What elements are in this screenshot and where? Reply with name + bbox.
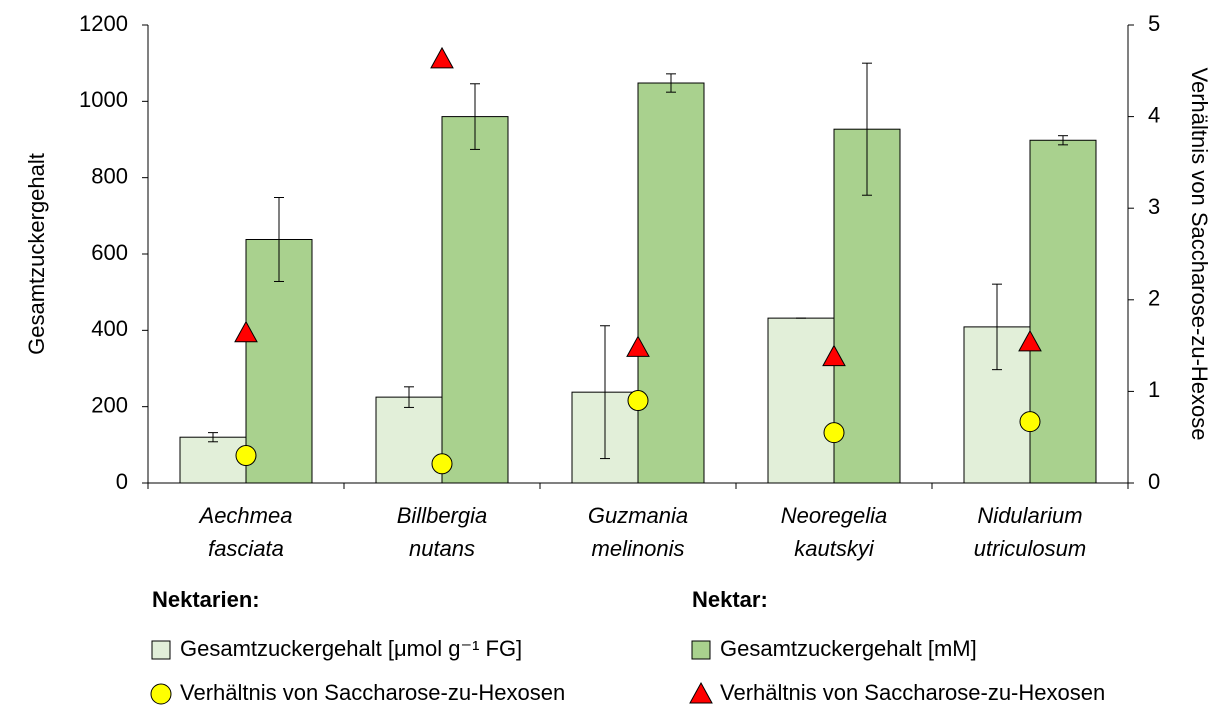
x-tick-label-line: Nidularium	[977, 503, 1082, 528]
error-bar	[1058, 135, 1068, 146]
x-tick-label-line: kautskyi	[794, 536, 875, 561]
x-tick-label-line: melinonis	[592, 536, 685, 561]
bar	[441, 116, 509, 484]
y-tick-label: 1200	[79, 11, 128, 36]
marker	[1019, 411, 1041, 433]
y2-tick-label: 1	[1148, 377, 1160, 402]
y-axis-label: Gesamtzuckergehalt	[24, 153, 49, 355]
x-tick-label-line: Billbergia	[397, 503, 488, 528]
legend-label: Verhältnis von Saccharose-zu-Hexosen	[720, 680, 1105, 705]
x-tick-label-line: nutans	[409, 536, 475, 561]
error-bar	[404, 386, 414, 408]
x-tick-label: Neoregelia kautskyi	[781, 503, 887, 561]
y-tick-label: 1000	[79, 87, 128, 112]
legend-swatch	[150, 683, 172, 705]
error-bar	[992, 283, 1002, 371]
bar	[637, 82, 705, 484]
y2-tick-label: 5	[1148, 11, 1160, 36]
legend-swatch	[691, 640, 711, 660]
x-tick-label-line: utriculosum	[974, 536, 1086, 561]
x-tick-label: Nidularium utriculosum	[974, 503, 1086, 561]
y-tick-label: 200	[91, 392, 128, 417]
x-tick-label: Billbergia nutans	[397, 503, 488, 561]
legend-label: Verhältnis von Saccharose-zu-Hexosen	[180, 680, 565, 705]
x-tick-label-line: Guzmania	[588, 503, 688, 528]
x-tick-label: Aechmea fasciata	[198, 503, 293, 561]
marker	[431, 453, 453, 475]
legend-heading: Nektarien:	[152, 587, 260, 612]
y2-tick-label: 3	[1148, 194, 1160, 219]
error-bar	[600, 325, 610, 460]
error-bar	[862, 62, 872, 196]
y-tick-label: 0	[116, 469, 128, 494]
bar	[1029, 139, 1097, 484]
marker	[626, 335, 650, 357]
error-bar	[470, 83, 480, 150]
marker	[627, 390, 649, 412]
x-tick-label-line: Aechmea	[198, 503, 293, 528]
marker	[1018, 329, 1042, 352]
y-tick-label: 400	[91, 316, 128, 341]
marker	[823, 422, 845, 444]
bar	[375, 396, 443, 484]
marker	[234, 320, 258, 343]
y-tick-label: 800	[91, 163, 128, 188]
bar	[767, 317, 835, 484]
legend-label: Gesamtzuckergehalt [μmol g⁻¹ FG]	[180, 636, 522, 661]
legend-heading: Nektar:	[692, 587, 768, 612]
y-tick-label: 600	[91, 240, 128, 265]
error-bar	[208, 432, 218, 443]
error-bar	[666, 73, 676, 93]
y2-tick-label: 4	[1148, 102, 1160, 127]
error-bar	[274, 197, 284, 282]
x-tick-label: Guzmania melinonis	[588, 503, 688, 561]
y2-axis-label: Verhältnis von Saccharose-zu-Hexose	[1187, 68, 1212, 441]
y2-tick-label: 2	[1148, 286, 1160, 311]
legend-label: Gesamtzuckergehalt [mM]	[720, 636, 977, 661]
bar	[179, 436, 247, 484]
legend-swatch	[151, 640, 171, 660]
y2-tick-label: 0	[1148, 469, 1160, 494]
x-tick-label-line: fasciata	[208, 536, 284, 561]
marker	[235, 445, 257, 467]
marker	[430, 46, 454, 69]
legend-swatch	[689, 681, 713, 704]
marker	[822, 344, 846, 367]
x-tick-label-line: Neoregelia	[781, 503, 887, 528]
